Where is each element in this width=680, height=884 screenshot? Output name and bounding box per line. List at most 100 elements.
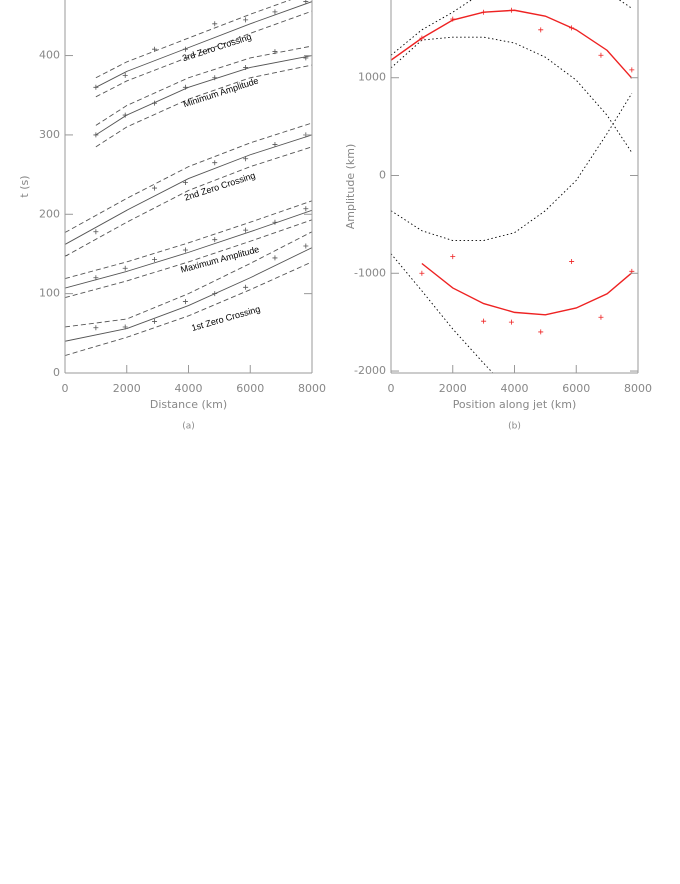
data-point (152, 100, 158, 106)
y-tick-label: -2000 (354, 364, 386, 377)
data-point (508, 7, 514, 13)
data-point (303, 55, 309, 61)
y-axis-label: t (s) (18, 175, 31, 197)
data-point (93, 325, 99, 331)
data-point (598, 314, 604, 320)
data-point (182, 46, 188, 52)
x-tick-label: 2000 (439, 382, 467, 395)
data-point (272, 141, 278, 147)
data-point (272, 219, 278, 225)
data-point (243, 156, 249, 162)
data-point (212, 160, 218, 166)
series-line (95, 1, 312, 88)
data-point (243, 227, 249, 233)
plot-area (65, 0, 312, 356)
x-axis-label: Position along jet (km) (453, 398, 577, 411)
x-tick-label: 8000 (624, 382, 652, 395)
series-line (391, 253, 494, 373)
data-point (212, 291, 218, 297)
caption: (a) (182, 422, 195, 432)
series-line (391, 9, 633, 79)
data-point (272, 9, 278, 15)
data-point (538, 27, 544, 33)
data-point (152, 185, 158, 191)
y-tick-label: -1000 (354, 266, 386, 279)
data-point (212, 21, 218, 27)
data-point (303, 206, 309, 212)
data-point (243, 64, 249, 70)
y-tick-label: 0 (379, 169, 386, 182)
x-tick-label: 6000 (236, 382, 264, 395)
annotation: 2nd Zero Crossing (183, 170, 257, 202)
y-tick-label: 1000 (358, 71, 386, 84)
data-point (93, 275, 99, 281)
data-point (303, 0, 309, 5)
y-tick-label: 300 (39, 128, 60, 141)
data-point (419, 35, 425, 41)
caption: (b) (508, 422, 521, 432)
y-tick-label: 100 (39, 287, 60, 300)
x-tick-label: 8000 (298, 382, 326, 395)
data-point (182, 247, 188, 253)
data-point (569, 259, 575, 265)
series-line (421, 262, 633, 316)
x-tick-label: 4000 (175, 382, 203, 395)
data-point (182, 299, 188, 305)
series-line (95, 55, 312, 136)
data-point (272, 255, 278, 261)
data-point (450, 16, 456, 22)
series-line (95, 10, 312, 98)
data-point (419, 270, 425, 276)
data-point (629, 67, 635, 73)
data-point (212, 75, 218, 81)
series-line (65, 231, 312, 328)
series-line (391, 93, 633, 241)
x-tick-label: 4000 (501, 382, 529, 395)
series-line (65, 200, 312, 279)
data-point (122, 112, 128, 118)
x-tick-label: 0 (62, 382, 69, 395)
data-point (93, 84, 99, 90)
data-point (122, 265, 128, 271)
data-point (481, 318, 487, 324)
data-point (272, 49, 278, 55)
series-line (65, 261, 312, 356)
data-point (508, 319, 514, 325)
data-point (450, 254, 456, 260)
series-line (65, 122, 312, 233)
series-line (95, 0, 292, 79)
plot-area (391, 0, 635, 373)
x-tick-label: 6000 (562, 382, 590, 395)
data-point (598, 52, 604, 58)
y-tick-label: 400 (39, 49, 60, 62)
y-axis-label: Amplitude (km) (344, 144, 357, 230)
series-line (65, 247, 312, 342)
annotation: 1st Zero Crossing (190, 304, 261, 333)
data-point (152, 257, 158, 263)
data-point (212, 237, 218, 243)
y-tick-label: 0 (53, 366, 60, 379)
y-tick-label: 200 (39, 207, 60, 220)
data-point (243, 284, 249, 290)
data-point (182, 180, 188, 186)
series-line (391, 0, 633, 56)
series-line (391, 36, 633, 153)
data-point (152, 46, 158, 52)
data-point (243, 17, 249, 23)
series-line (65, 146, 312, 257)
data-point (65, 253, 68, 259)
data-point (303, 243, 309, 249)
data-point (538, 329, 544, 335)
data-point (122, 72, 128, 78)
series-line (65, 134, 312, 245)
annotation: Maximum Amplitude (179, 244, 260, 275)
x-tick-label: 2000 (113, 382, 141, 395)
data-point (481, 9, 487, 15)
data-point (569, 25, 575, 31)
data-point (152, 318, 158, 324)
series-line (65, 209, 312, 289)
x-axis-label: Distance (km) (150, 398, 227, 411)
series-line (95, 64, 312, 148)
series-line (65, 219, 312, 299)
